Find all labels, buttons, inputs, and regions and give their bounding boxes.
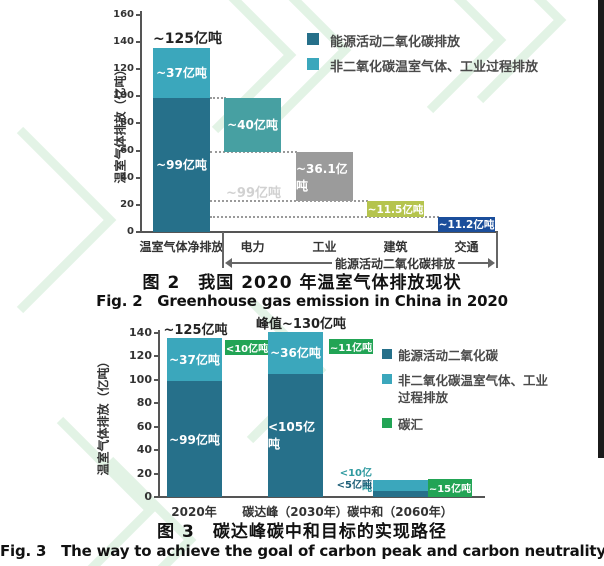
fig3-y-tick-mark <box>154 425 160 428</box>
fig3-y-tick-label: 40 <box>136 443 152 457</box>
fig2-y-tick-label: 100 <box>113 90 134 102</box>
fig2-bracket-arrow-left <box>225 258 232 268</box>
fig3-legend-swatch <box>382 418 392 428</box>
fig3-y-tick-label: 0 <box>144 490 152 503</box>
fig3-legend-swatch <box>382 374 392 384</box>
fig2-y-tick-label: 80 <box>120 117 134 129</box>
fig3-carbon-sink-box: <10亿吨 <box>225 340 269 355</box>
fig3-y-tick-label: 20 <box>136 466 152 480</box>
fig2-caption-en: Fig. 2 Greenhouse gas emission in China … <box>96 292 508 310</box>
fig2-bar-segment-温室气体净排放: ~37亿吨 <box>153 47 210 98</box>
fig2-separator-right <box>496 232 498 268</box>
fig2-y-tick-mark <box>136 203 142 206</box>
fig2-ghost-sum-label: ~99亿吨 <box>226 186 281 201</box>
fig2-category-label: 工业 <box>312 240 337 254</box>
fig3-legend-label: 碳汇 <box>398 417 424 432</box>
fig3-category-label: 碳中和（2060年） <box>347 505 453 519</box>
fig3-caption-cn: 图 3 碳达峰碳中和目标的实现路径 <box>157 522 447 542</box>
fig2-x-axis-line <box>140 231 498 233</box>
fig3-category-label: 碳达峰（2030年） <box>242 505 348 519</box>
fig3-caption-en: Fig. 3 The way to achieve the goal of ca… <box>0 542 604 560</box>
fig2-bar-segment-电力: ~40亿吨 <box>224 97 281 152</box>
fig2-dotted-line <box>210 151 297 154</box>
fig2-legend-label: 非二氧化碳温室气体、工业过程排放 <box>330 60 539 75</box>
fig2-bracket-line-right <box>458 262 490 264</box>
fig2-y-tick-label: 160 <box>113 8 134 20</box>
fig3-y-tick-label: 140 <box>129 326 152 339</box>
fig2-y-tick-mark <box>136 176 142 179</box>
fig2-y-axis-line <box>140 11 142 233</box>
fig2-caption-cn: 图 2 我国 2020 年温室气体排放现状 <box>142 273 462 293</box>
fig2-dotted-line <box>210 96 226 99</box>
fig2-y-tick-label: 120 <box>113 63 134 75</box>
fig3-legend-label: 能源活动二氧化碳 <box>398 348 499 363</box>
fig2-bracket-line-left <box>230 262 332 264</box>
fig3-y-tick-mark <box>154 449 160 452</box>
fig2-y-tick-label: 0 <box>127 226 134 237</box>
fig3-x-axis-line <box>158 496 485 498</box>
fig3-bar-segment-2020年: ~99亿吨 <box>167 381 222 497</box>
fig3-y-tick-mark <box>154 472 160 475</box>
fig2-y-tick-mark <box>136 41 142 44</box>
fig3-y-tick-mark <box>154 496 160 498</box>
fig3-legend-label: 非二氧化碳温室气体、工业过程排放 <box>398 373 549 405</box>
fig3-bar-segment-碳中和（2060年） <box>373 480 428 492</box>
fig2-category-label: 温室气体净排放 <box>139 240 224 254</box>
fig3-y-tick-mark <box>154 402 160 405</box>
fig2-bar-segment-建筑: ~11.5亿吨 <box>367 201 424 217</box>
fig3-y-axis-title: 温室气体排放（亿吨） <box>96 355 111 476</box>
fig3-carbon-sink-bar: ~15亿吨 <box>428 478 472 497</box>
fig2-dotted-line <box>210 200 368 203</box>
fig3-y-tick-label: 80 <box>136 396 152 410</box>
fig2-y-tick-mark <box>136 95 142 98</box>
fig2-dotted-line <box>210 215 439 218</box>
fig3-bar-segment-2020年: ~37亿吨 <box>167 337 222 382</box>
fig3-bar-segment-碳达峰（2030年）: <105亿吨 <box>268 374 323 497</box>
fig3-bar-total-label: ~125亿吨 <box>163 323 228 338</box>
fig2-y-tick-label: 140 <box>113 36 134 48</box>
fig3-bar-segment-碳达峰（2030年）: ~36亿吨 <box>268 331 323 374</box>
fig3-y-tick-mark <box>154 332 160 334</box>
fig2-bar-segment-交通: ~11.2亿吨 <box>438 216 495 232</box>
fig3-y-tick-label: 60 <box>136 419 152 433</box>
fig2-y-tick-mark <box>136 149 142 152</box>
fig2-y-tick-label: 20 <box>120 198 134 210</box>
fig2-legend-swatch <box>307 33 319 45</box>
fig3-bar-segment-碳中和（2060年） <box>373 491 428 497</box>
fig3-y-tick-label: 100 <box>129 372 152 386</box>
fig2-y-tick-label: 60 <box>120 144 134 156</box>
fig3-category-label: 2020年 <box>171 505 217 519</box>
fig3-y-tick-mark <box>154 355 160 358</box>
fig3-y-tick-mark <box>154 378 160 381</box>
fig2-bracket-arrow-right <box>488 258 495 268</box>
fig2-category-label: 电力 <box>240 240 265 254</box>
fig2-category-label: 交通 <box>454 240 479 254</box>
fig3-y-tick-label: 120 <box>129 349 152 363</box>
fig2-separator-left <box>222 232 224 268</box>
fig2-category-label: 建筑 <box>383 240 408 254</box>
fig2-legend-label: 能源活动二氧化碳排放 <box>330 35 461 50</box>
fig2-legend-swatch <box>307 58 319 70</box>
fig2-y-tick-mark <box>136 13 142 16</box>
fig2-y-tick-mark <box>136 122 142 125</box>
fig2-bar-segment-温室气体净排放: ~99亿吨 <box>153 97 210 232</box>
fig2-bar-segment-工业: ~36.1亿吨 <box>296 152 353 202</box>
fig2-y-tick-mark <box>136 68 142 71</box>
fig2-bar-total-label: ~125亿吨 <box>153 31 222 47</box>
fig3-side-label-non-co2: <10亿吨 <box>339 468 372 494</box>
fig2-bracket-label: 能源活动二氧化碳排放 <box>334 257 455 271</box>
fig3-bar-total-label: 峰值~130亿吨 <box>256 317 347 332</box>
fig3-legend-swatch <box>382 349 392 359</box>
fig3-side-label-co2: <5亿吨 <box>336 480 372 491</box>
fig2-y-tick-label: 40 <box>120 171 134 183</box>
fig2-y-tick-mark <box>136 231 142 233</box>
fig3-carbon-sink-box: ~11亿吨 <box>329 339 373 354</box>
fig3-y-axis-line <box>158 330 160 498</box>
page-right-border <box>598 0 604 458</box>
